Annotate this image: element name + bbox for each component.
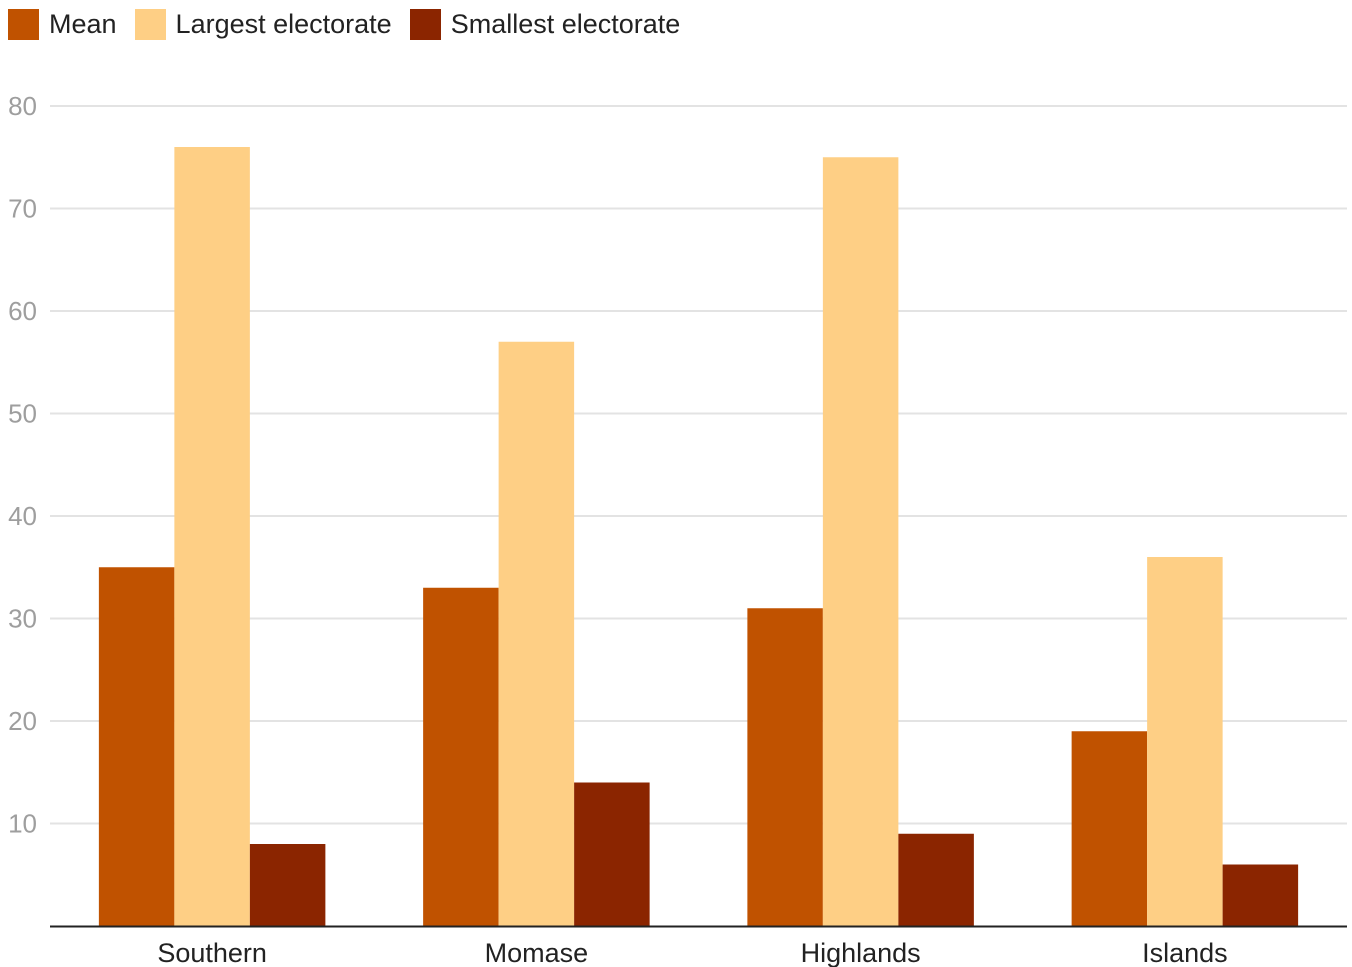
bar-highlands-mean <box>747 608 823 926</box>
legend-label-smallest-electorate: Smallest electorate <box>450 8 681 39</box>
legend-item-largest-electorate: Largest electorate <box>134 8 392 40</box>
bars <box>98 147 1299 926</box>
bar-southern-smallest-electorate <box>249 844 326 926</box>
y-tick-label-70: 70 <box>8 194 37 224</box>
x-tick-label-highlands: Highlands <box>801 938 921 967</box>
y-tick-label-50: 50 <box>8 399 37 429</box>
x-tick-label-southern: Southern <box>157 938 267 967</box>
bar-momase-smallest-electorate <box>574 782 650 926</box>
bar-islands-mean <box>1071 731 1148 926</box>
legend-item-mean: Mean <box>8 8 117 40</box>
y-tick-label-60: 60 <box>8 296 37 326</box>
legend-swatch-largest-electorate <box>134 8 166 40</box>
bar-southern-largest-electorate <box>174 147 250 926</box>
y-tick-label-10: 10 <box>8 809 37 839</box>
bar-islands-largest-electorate <box>1147 557 1223 926</box>
legend-swatch-mean <box>8 8 39 40</box>
x-axis-ticks: Southern Momase Highlands Islands <box>157 938 1227 967</box>
bar-southern-mean <box>98 567 175 926</box>
legend-label-largest-electorate: Largest electorate <box>175 8 392 39</box>
bar-momase-mean <box>423 587 499 926</box>
x-tick-label-islands: Islands <box>1142 938 1228 967</box>
gridlines <box>50 105 1347 825</box>
bar-momase-largest-electorate <box>498 341 575 926</box>
y-tick-label-80: 80 <box>8 91 37 121</box>
y-axis-ticks: 10 20 30 40 50 60 70 80 <box>8 91 37 839</box>
bar-islands-smallest-electorate <box>1222 864 1299 926</box>
chart-legend: Mean Largest electorate Smallest elector… <box>8 6 680 42</box>
legend-swatch-smallest-electorate <box>409 8 441 40</box>
y-tick-label-40: 40 <box>8 501 37 531</box>
legend-label-mean: Mean <box>49 8 117 39</box>
legend-item-smallest-electorate: Smallest electorate <box>409 8 681 40</box>
x-tick-label-momase: Momase <box>485 938 589 967</box>
y-tick-label-20: 20 <box>8 706 37 736</box>
y-tick-label-30: 30 <box>8 604 37 634</box>
bar-highlands-smallest-electorate <box>898 833 974 926</box>
bar-highlands-largest-electorate <box>822 157 899 926</box>
